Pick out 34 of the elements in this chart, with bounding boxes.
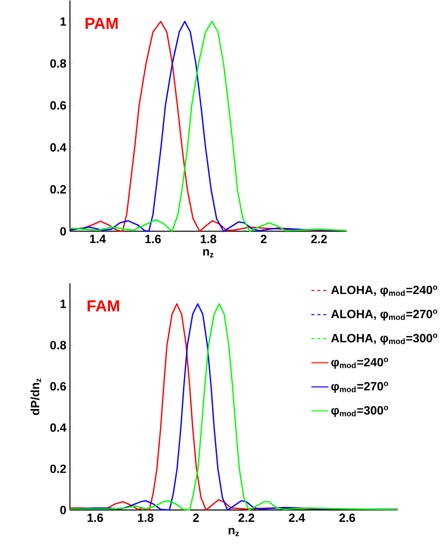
y-axis-title: dP/dn$_{z}$ — [30, 378, 42, 415]
y-tick-label: 0.8 — [50, 340, 66, 350]
y-tick-label: 0.4 — [50, 143, 67, 152]
x-tick-label: 2.4 — [289, 514, 306, 522]
legend-label: ALOHA, φ$_{mod}$=300$^{o}$ — [331, 334, 438, 345]
x-tick-label: 1.4 — [90, 234, 106, 244]
y-tick-label: 0 — [60, 227, 66, 236]
legend-label: φ$_{mod}$=240$^{o}$ — [332, 358, 388, 369]
x-tick-label: 2.2 — [238, 514, 254, 522]
x-tick-label: 2.2 — [311, 234, 328, 244]
y-tick-label: 1 — [60, 17, 66, 26]
x-tick-label: 1.8 — [200, 234, 216, 244]
y-tick-label: 0.2 — [50, 185, 66, 194]
y-tick-label: 0.6 — [50, 382, 66, 391]
annotation: FAM — [88, 300, 120, 312]
y-tick-label: 0.2 — [50, 464, 66, 474]
y-tick-label: 0.6 — [50, 101, 66, 110]
x-tick-label: 1.6 — [146, 234, 162, 244]
annotation: PAM — [86, 18, 118, 29]
legend-label: ALOHA, φ$_{mod}$=240$^{o}$ — [331, 285, 438, 297]
x-axis-title: n$_{z}$ — [203, 249, 214, 258]
legend-label: φ$_{mod}$=300$^{o}$ — [332, 406, 388, 417]
x-tick-label: 2 — [193, 514, 200, 522]
y-tick-label: 0.4 — [50, 423, 67, 432]
x-tick-label: 2.6 — [340, 514, 356, 522]
legend-label: ALOHA, φ$_{mod}$=270$^{o}$ — [331, 310, 438, 321]
y-tick-label: 0 — [60, 506, 66, 514]
x-axis-title: n$_{z}$ — [228, 528, 240, 536]
y-tick-label: 0.8 — [50, 59, 66, 68]
legend-label: φ$_{mod}$=270$^{o}$ — [332, 382, 388, 393]
x-tick-label: 1.6 — [88, 514, 104, 522]
x-tick-label: 1.8 — [138, 514, 154, 522]
x-tick-label: 2 — [260, 234, 267, 244]
y-tick-label: 1 — [60, 300, 66, 308]
